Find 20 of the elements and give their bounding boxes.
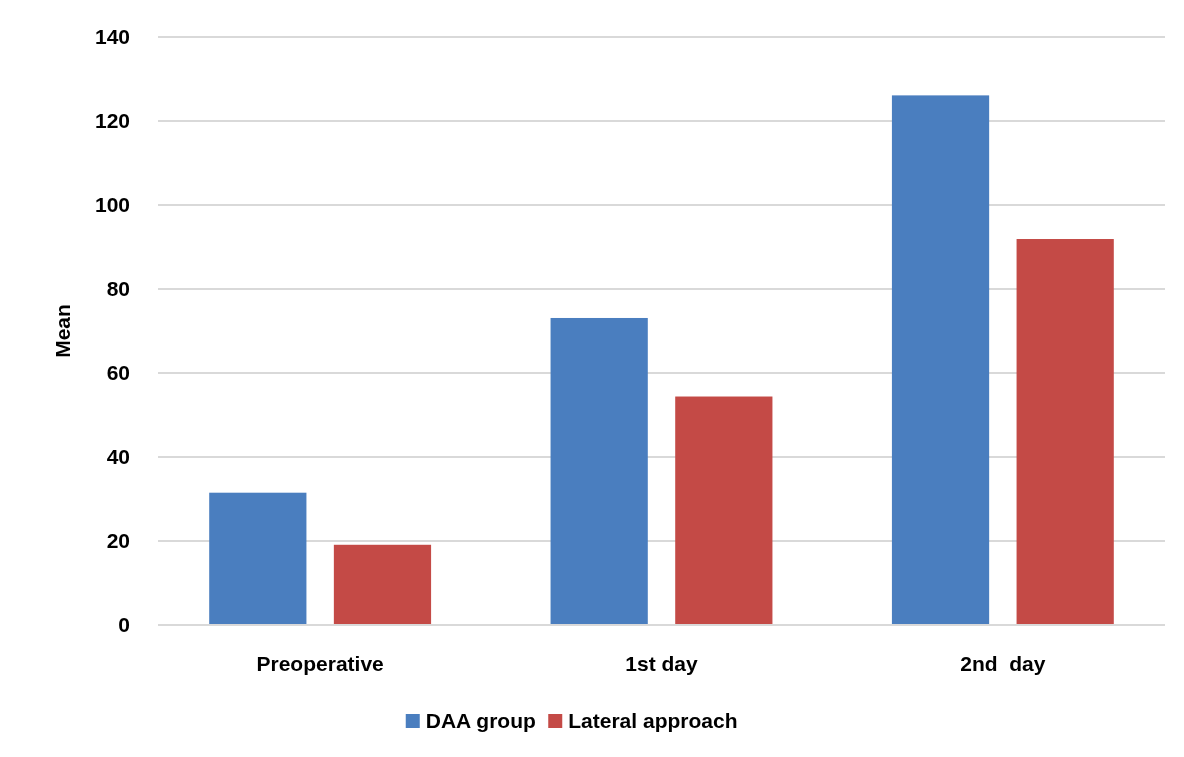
y-tick-label: 60 xyxy=(106,361,130,385)
x-tick-label: 1st day xyxy=(625,652,699,675)
y-tick-label: 0 xyxy=(118,613,130,637)
x-tick-label: 2nd day xyxy=(960,652,1046,675)
y-tick-label: 140 xyxy=(94,25,130,49)
bar xyxy=(675,396,773,625)
y-tick-label: 120 xyxy=(94,109,130,133)
legend-label: DAA group xyxy=(425,709,536,733)
y-tick-label: 100 xyxy=(94,193,130,217)
bar xyxy=(209,492,307,625)
legend-label: Lateral approach xyxy=(568,709,738,733)
y-tick-label: 80 xyxy=(106,277,130,301)
bar xyxy=(550,317,648,625)
y-axis-title: Mean xyxy=(51,304,74,358)
bar xyxy=(1016,239,1114,625)
x-tick-label: Preoperative xyxy=(256,652,384,675)
bar xyxy=(891,95,990,625)
bar xyxy=(333,544,432,625)
y-tick-label: 20 xyxy=(106,529,130,553)
y-tick-label: 40 xyxy=(106,445,130,469)
